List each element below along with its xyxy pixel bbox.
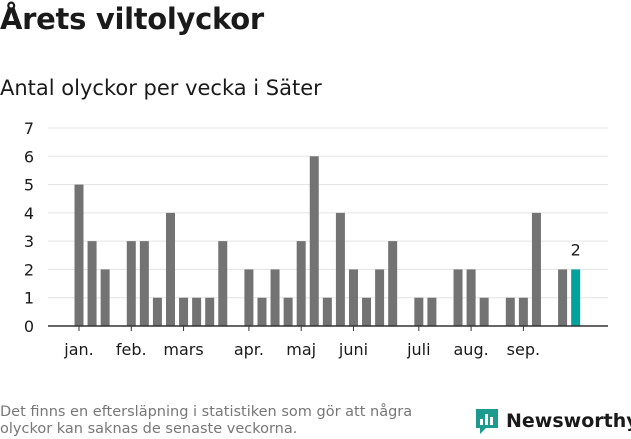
y-tick-label: 5	[24, 176, 34, 195]
bar	[309, 156, 319, 326]
bar	[466, 269, 476, 326]
bar	[296, 241, 306, 326]
bar	[257, 297, 267, 326]
bar	[558, 269, 568, 326]
page-title: Årets viltolyckor	[0, 2, 264, 36]
bar	[427, 297, 437, 326]
bar	[322, 297, 332, 326]
chart-subtitle: Antal olyckor per vecka i Säter	[0, 76, 322, 100]
y-tick-label: 1	[24, 289, 34, 308]
highlight-bar	[571, 269, 581, 326]
x-tick-label: aug.	[454, 340, 489, 359]
bar	[388, 241, 398, 326]
x-tick-label: sep.	[507, 340, 540, 359]
bar	[218, 241, 228, 326]
bar	[283, 297, 293, 326]
bar	[139, 241, 149, 326]
bar	[165, 212, 175, 326]
y-tick-label: 2	[24, 260, 34, 279]
bar	[335, 212, 345, 326]
bar	[179, 297, 189, 326]
bar	[362, 297, 372, 326]
bar	[87, 241, 97, 326]
y-tick-label: 6	[24, 147, 34, 166]
bar	[348, 269, 358, 326]
bar	[531, 212, 541, 326]
bar	[270, 269, 280, 326]
bar	[192, 297, 202, 326]
brand-name: Newsworthy	[506, 410, 631, 432]
x-tick-label: juni	[338, 340, 368, 359]
bar	[518, 297, 528, 326]
bar	[414, 297, 424, 326]
y-tick-label: 0	[24, 317, 34, 336]
x-tick-label: jan.	[63, 340, 93, 359]
x-tick-label: juli	[406, 340, 430, 359]
bar	[479, 297, 489, 326]
bar	[453, 269, 463, 326]
bar	[152, 297, 162, 326]
bar	[205, 297, 215, 326]
newsworthy-icon	[476, 409, 498, 434]
bar	[126, 241, 136, 326]
bar	[505, 297, 515, 326]
brand-logo: Newsworthy	[474, 407, 631, 435]
bar	[100, 269, 110, 326]
x-tick-label: maj	[286, 340, 316, 359]
bar	[244, 269, 254, 326]
x-tick-label: mars	[163, 340, 203, 359]
bar-chart: 0 1 2 3 4 5 6 7 2 jan. feb. mars apr. maj juni juli aug.…	[24, 119, 608, 359]
x-tick-label: apr.	[234, 340, 264, 359]
y-tick-label: 7	[24, 119, 34, 138]
y-tick-label: 4	[24, 204, 34, 223]
footnote: Det finns en eftersläpning i statistiken…	[0, 404, 413, 437]
y-tick-label: 3	[24, 232, 34, 251]
bar	[74, 184, 84, 326]
x-tick-label: feb.	[116, 340, 147, 359]
highlight-data-label: 2	[571, 240, 581, 259]
bar	[375, 269, 385, 326]
